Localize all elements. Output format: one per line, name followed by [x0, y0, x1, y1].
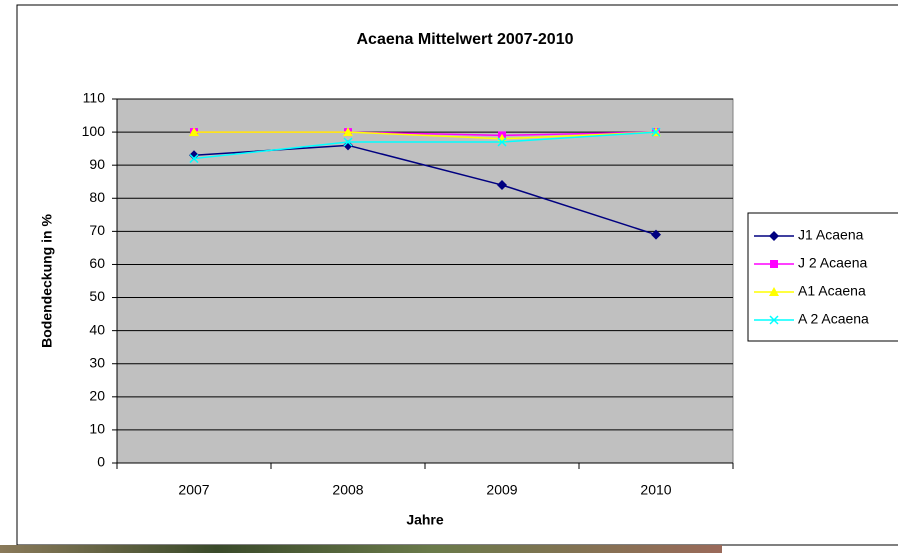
- x-axis-label: Jahre: [406, 512, 444, 528]
- legend-label: J1 Acaena: [798, 227, 864, 243]
- y-tick-label: 60: [89, 255, 105, 271]
- y-tick-label: 110: [83, 90, 106, 106]
- x-tick-label: 2007: [178, 482, 209, 498]
- y-tick-label: 20: [89, 388, 105, 404]
- marker: [189, 154, 199, 164]
- x-tick-label: 2008: [332, 482, 363, 498]
- marker: [343, 137, 353, 147]
- y-tick-label: 10: [89, 421, 105, 437]
- legend-label: J 2 Acaena: [798, 255, 867, 271]
- y-axis-label: Bodendeckung in %: [39, 214, 55, 348]
- marker: [769, 315, 779, 325]
- series-line: [193, 131, 657, 160]
- y-tick-label: 70: [89, 222, 105, 238]
- y-tick-label: 80: [89, 189, 105, 205]
- marker: [189, 127, 199, 137]
- plot-area: [116, 98, 734, 464]
- x-tick-label: 2010: [640, 482, 671, 498]
- y-tick-label: 90: [89, 156, 105, 172]
- x-tick-label: 2009: [486, 482, 517, 498]
- chart-title: Acaena Mittelwert 2007-2010: [357, 31, 574, 48]
- marker: [343, 127, 353, 137]
- series-line: [194, 131, 657, 140]
- y-tick-label: 100: [82, 123, 106, 139]
- marker: [770, 260, 778, 268]
- marker: [651, 127, 661, 137]
- y-tick-label: 30: [89, 354, 105, 370]
- marker: [769, 287, 779, 296]
- legend-label: A 2 Acaena: [798, 311, 869, 327]
- marker: [769, 231, 779, 241]
- marker: [497, 137, 507, 147]
- y-tick-label: 40: [89, 321, 105, 337]
- marker: [497, 180, 507, 191]
- y-tick-label: 50: [89, 288, 105, 304]
- photo-strip: [0, 545, 722, 553]
- marker: [651, 229, 661, 240]
- legend-label: A1 Acaena: [798, 283, 866, 299]
- y-tick-label: 0: [97, 454, 105, 470]
